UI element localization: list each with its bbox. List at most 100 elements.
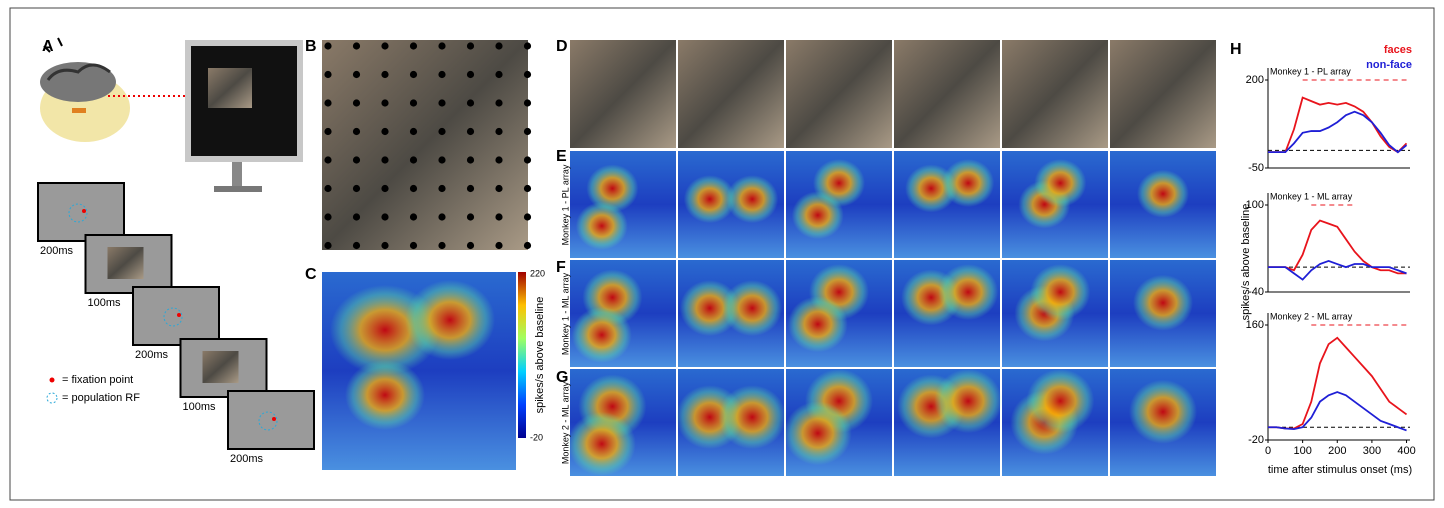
- photo: [1002, 40, 1108, 148]
- electrode-dot: [495, 128, 502, 135]
- electrode-dot: [524, 213, 531, 220]
- panel-label: B: [305, 38, 317, 55]
- electrode-dot: [495, 42, 502, 49]
- electrode-dot: [495, 99, 502, 106]
- panel-label: E: [556, 148, 567, 165]
- electrode-dot: [324, 242, 331, 249]
- electrode-dot: [467, 99, 474, 106]
- legend-text: = population RF: [62, 392, 140, 404]
- x-tick-label: 100: [1293, 445, 1311, 457]
- electrode-dot: [381, 213, 388, 220]
- heat-blob: [345, 360, 425, 430]
- x-tick-label: 400: [1397, 445, 1415, 457]
- chart-title: Monkey 2 - ML array: [1270, 311, 1353, 321]
- heat-blob: [576, 202, 628, 250]
- electrode-dot: [438, 213, 445, 220]
- monitor: [185, 40, 303, 192]
- chart-title: Monkey 1 - ML array: [1270, 191, 1353, 201]
- electrode-dot: [467, 156, 474, 163]
- electrode-dot: [467, 185, 474, 192]
- panel-label: D: [556, 38, 568, 55]
- electrode-dot: [324, 128, 331, 135]
- electrode-dot: [410, 242, 417, 249]
- heat-blob: [1129, 380, 1197, 444]
- electrode-dot: [381, 242, 388, 249]
- heat-blob: [718, 385, 786, 449]
- stimulus-frame: [228, 391, 314, 449]
- electrode-dot: [381, 156, 388, 163]
- heat-blob: [942, 159, 994, 207]
- electrode-dot: [353, 128, 360, 135]
- y-axis-label: spikes/s above baseline: [1240, 204, 1252, 321]
- frame-image: [108, 247, 144, 279]
- electrode-dot: [495, 156, 502, 163]
- electrode-dot: [324, 213, 331, 220]
- y-tick-label: -50: [1248, 162, 1264, 174]
- electrode-dot: [381, 185, 388, 192]
- electrode-dot: [410, 185, 417, 192]
- electrode-dot: [410, 99, 417, 106]
- heat-blob: [792, 191, 844, 239]
- electrode-dot: [438, 185, 445, 192]
- electrode-dot: [524, 71, 531, 78]
- panel-label: F: [556, 259, 566, 276]
- panel-label: A: [42, 38, 54, 55]
- heat-blob: [938, 264, 998, 320]
- photo: [1110, 40, 1216, 148]
- electrode-dot: [353, 99, 360, 106]
- legend-entry: non-face: [1366, 59, 1412, 71]
- timing-label: 100ms: [88, 297, 122, 309]
- electrode-dot: [438, 99, 445, 106]
- electrode-dot: [381, 99, 388, 106]
- electrode-dot: [467, 242, 474, 249]
- legend-entry: faces: [1384, 44, 1412, 56]
- colorbar: [518, 272, 526, 438]
- electrode-dot: [381, 128, 388, 135]
- electrode-dot: [410, 156, 417, 163]
- rf-icon: [47, 393, 57, 403]
- row-label: Monkey 2 - ML array: [560, 381, 570, 464]
- photo: [678, 40, 784, 148]
- electrode-dot: [438, 156, 445, 163]
- electrode-dot: [524, 242, 531, 249]
- stimulus-frame: [133, 287, 219, 345]
- x-axis-label: time after stimulus onset (ms): [1268, 464, 1412, 476]
- chart-title: Monkey 1 - PL array: [1270, 66, 1351, 76]
- electrode-dot: [467, 71, 474, 78]
- electrode-dot: [353, 185, 360, 192]
- heat-blob: [784, 401, 852, 465]
- electrode-dot: [438, 128, 445, 135]
- timing-label: 200ms: [135, 349, 169, 361]
- x-tick-label: 300: [1363, 445, 1381, 457]
- electrode-dot: [495, 185, 502, 192]
- colorbar-title: spikes/s above baseline: [534, 297, 546, 414]
- heat-blob: [788, 296, 848, 352]
- timing-label: 100ms: [183, 401, 217, 413]
- figure: 200ms100ms200ms100ms200ms = fixation poi…: [0, 0, 1444, 508]
- row-label: Monkey 1 - PL array: [560, 164, 570, 245]
- electrode-dot: [524, 185, 531, 192]
- series-line: [1268, 221, 1407, 274]
- heat-blob: [1026, 369, 1094, 433]
- electrode-dot: [410, 42, 417, 49]
- heat-blob: [1137, 170, 1189, 218]
- heat-blob: [1030, 264, 1090, 320]
- electrode-dot: [324, 71, 331, 78]
- electrode-dot: [324, 156, 331, 163]
- panel-label: C: [305, 266, 317, 283]
- fixation-dot: [177, 313, 181, 317]
- electrode-dot: [324, 99, 331, 106]
- timing-label: 200ms: [230, 453, 264, 465]
- electrode-dot: [324, 42, 331, 49]
- series-line: [1268, 338, 1407, 429]
- electrode-dot: [438, 242, 445, 249]
- electrode-dot: [524, 42, 531, 49]
- heat-blob: [1034, 159, 1086, 207]
- series-line: [1268, 98, 1407, 153]
- heat-blob: [568, 412, 636, 476]
- heat-blob: [405, 280, 495, 360]
- x-tick-label: 0: [1265, 445, 1271, 457]
- electrode-dot: [524, 156, 531, 163]
- heat-blob: [572, 307, 632, 363]
- fixation-icon: [50, 378, 55, 383]
